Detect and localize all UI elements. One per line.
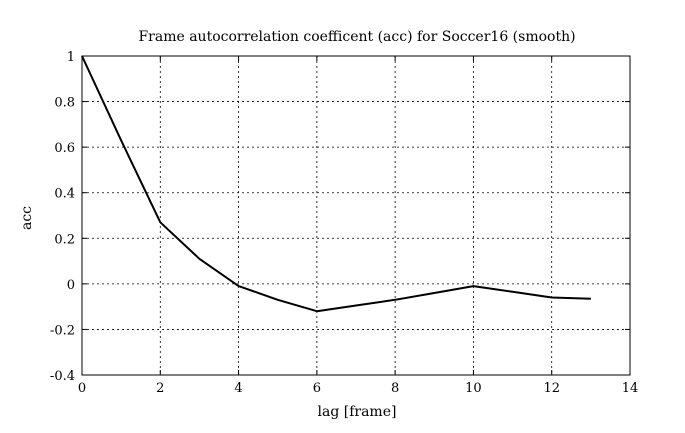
- x-tick-label: 6: [313, 381, 321, 396]
- plot-frame: [81, 55, 631, 376]
- y-tick-label: 0: [67, 278, 75, 293]
- y-tick-label: 0.8: [54, 96, 75, 111]
- y-tick-labels: -0.4 -0.2 0 0.2 0.4 0.6 0.8 1: [50, 50, 75, 384]
- series-layer: [81, 55, 591, 313]
- x-axis-label: lag [frame]: [318, 404, 397, 420]
- x-tick-labels: 0 2 4 6 8 10 12 14: [78, 381, 638, 396]
- series-line-0: [81, 55, 591, 313]
- y-tick-label: 0.4: [54, 187, 75, 202]
- y-tick-label: -0.2: [50, 323, 75, 338]
- chart-title: Frame autocorrelation coefficent (acc) f…: [138, 29, 575, 45]
- x-tick-label: 14: [622, 381, 639, 396]
- y-tick-label: 0.6: [54, 141, 75, 156]
- x-tick-label: 12: [543, 381, 560, 396]
- axis-ticks: [81, 55, 631, 376]
- y-tick-label: 0.2: [54, 232, 75, 247]
- x-tick-label: 4: [234, 381, 242, 396]
- x-tick-label: 10: [465, 381, 482, 396]
- y-tick-label: 1: [67, 50, 75, 65]
- y-tick-label: -0.4: [50, 369, 75, 384]
- x-tick-label: 0: [78, 381, 86, 396]
- x-tick-label: 8: [391, 381, 399, 396]
- y-axis-label: acc: [19, 206, 35, 230]
- x-tick-label: 2: [156, 381, 164, 396]
- grid: [82, 56, 630, 375]
